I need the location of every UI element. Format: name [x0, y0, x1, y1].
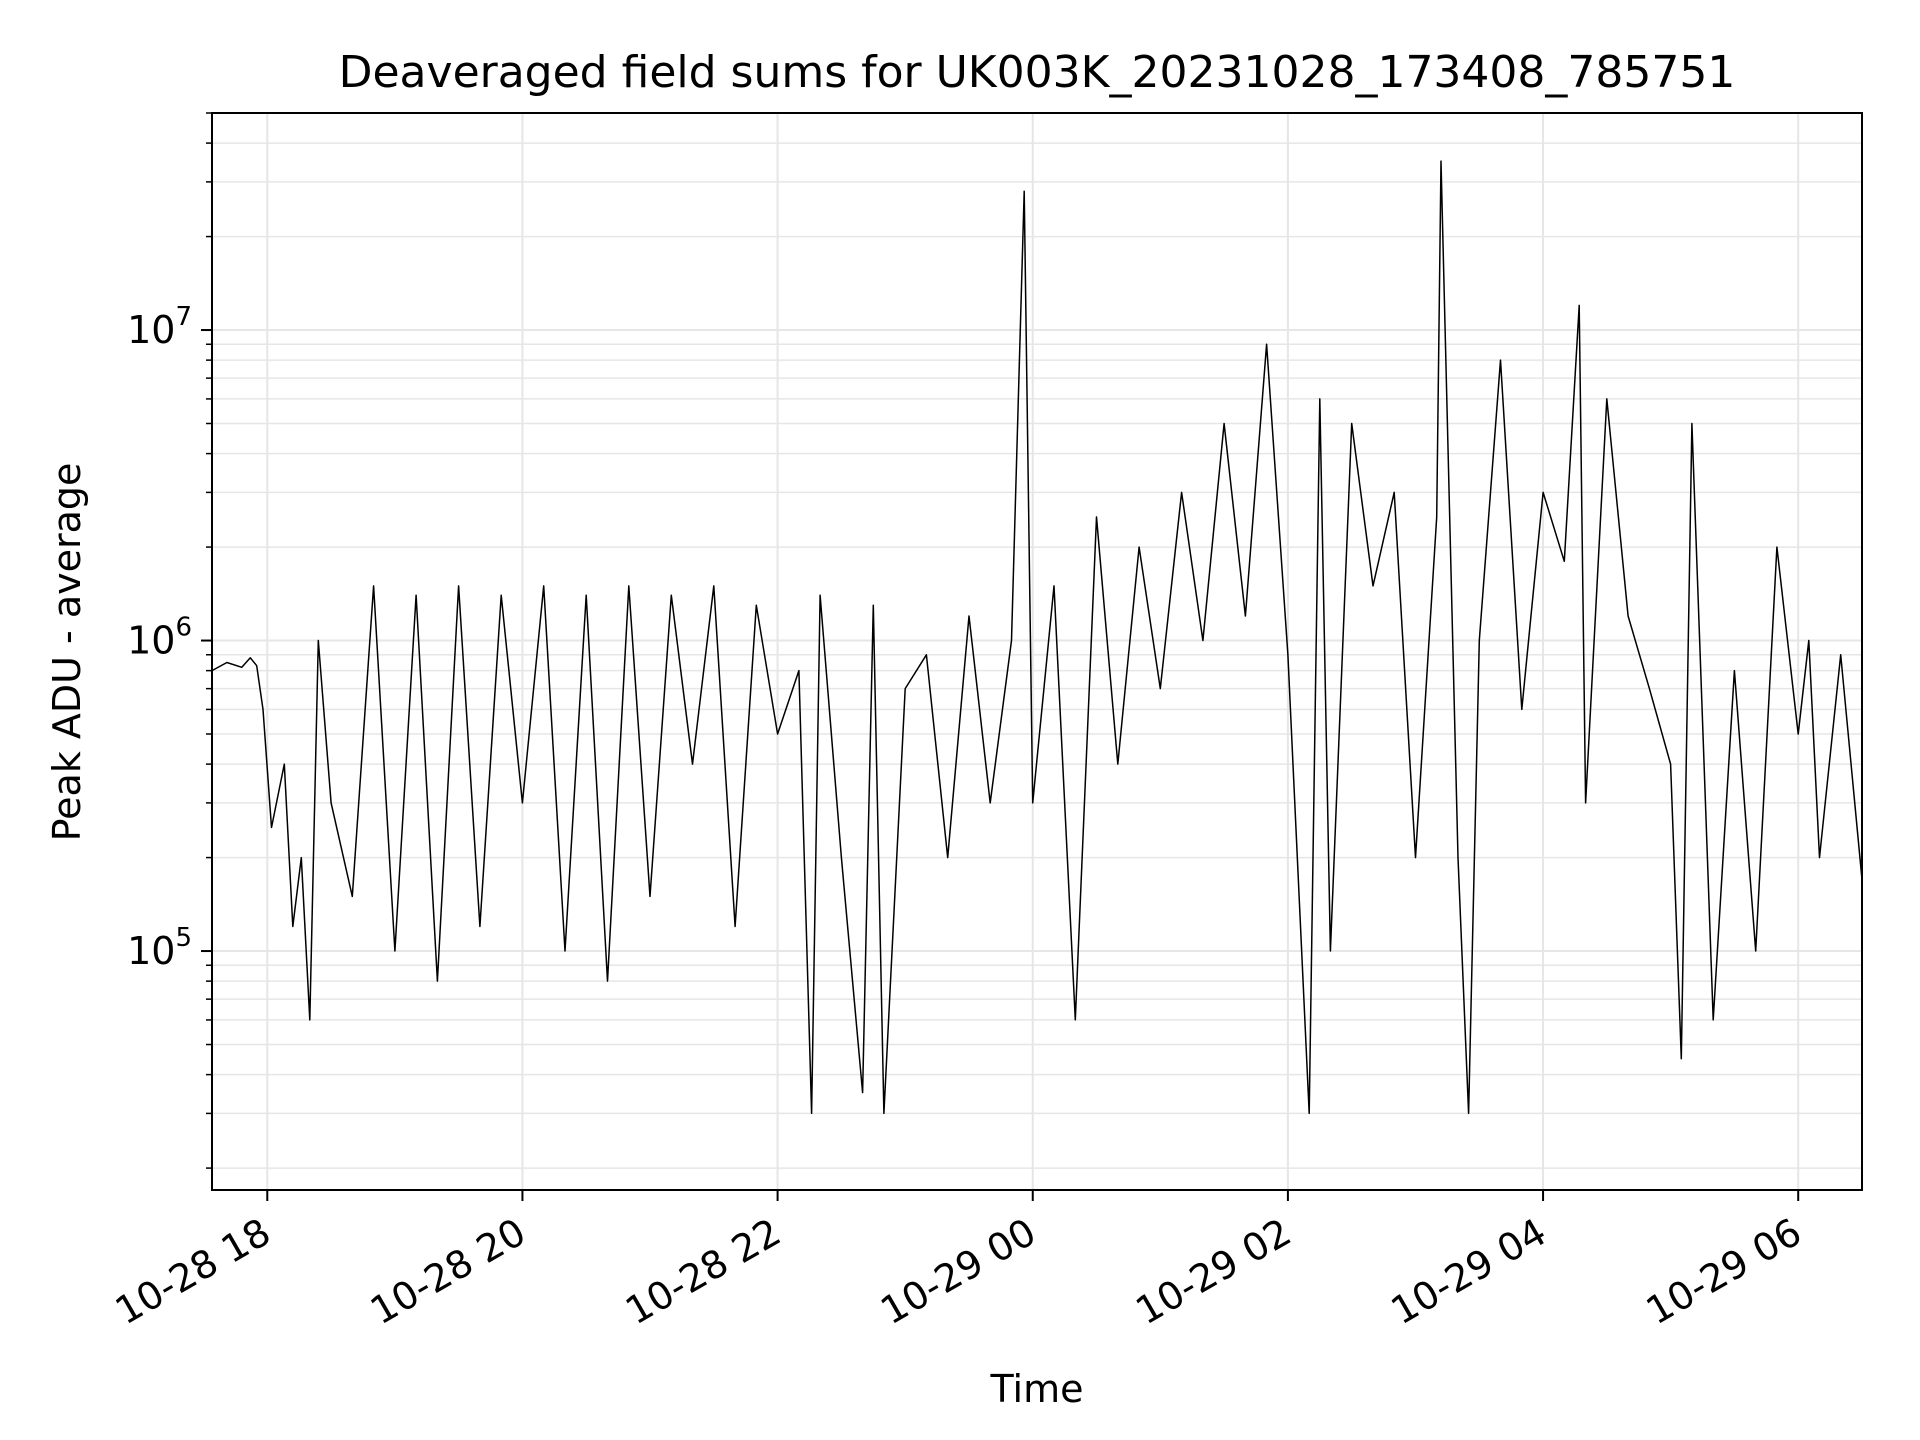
y-axis-label: Peak ADU - average	[45, 463, 89, 842]
x-axis-label: Time	[990, 1367, 1084, 1411]
series-line	[211, 160, 1863, 1115]
plot-frame	[211, 112, 1863, 1191]
plot-area	[211, 160, 1863, 1115]
chart-title: Deaveraged field sums for UK003K_2023102…	[339, 47, 1736, 98]
